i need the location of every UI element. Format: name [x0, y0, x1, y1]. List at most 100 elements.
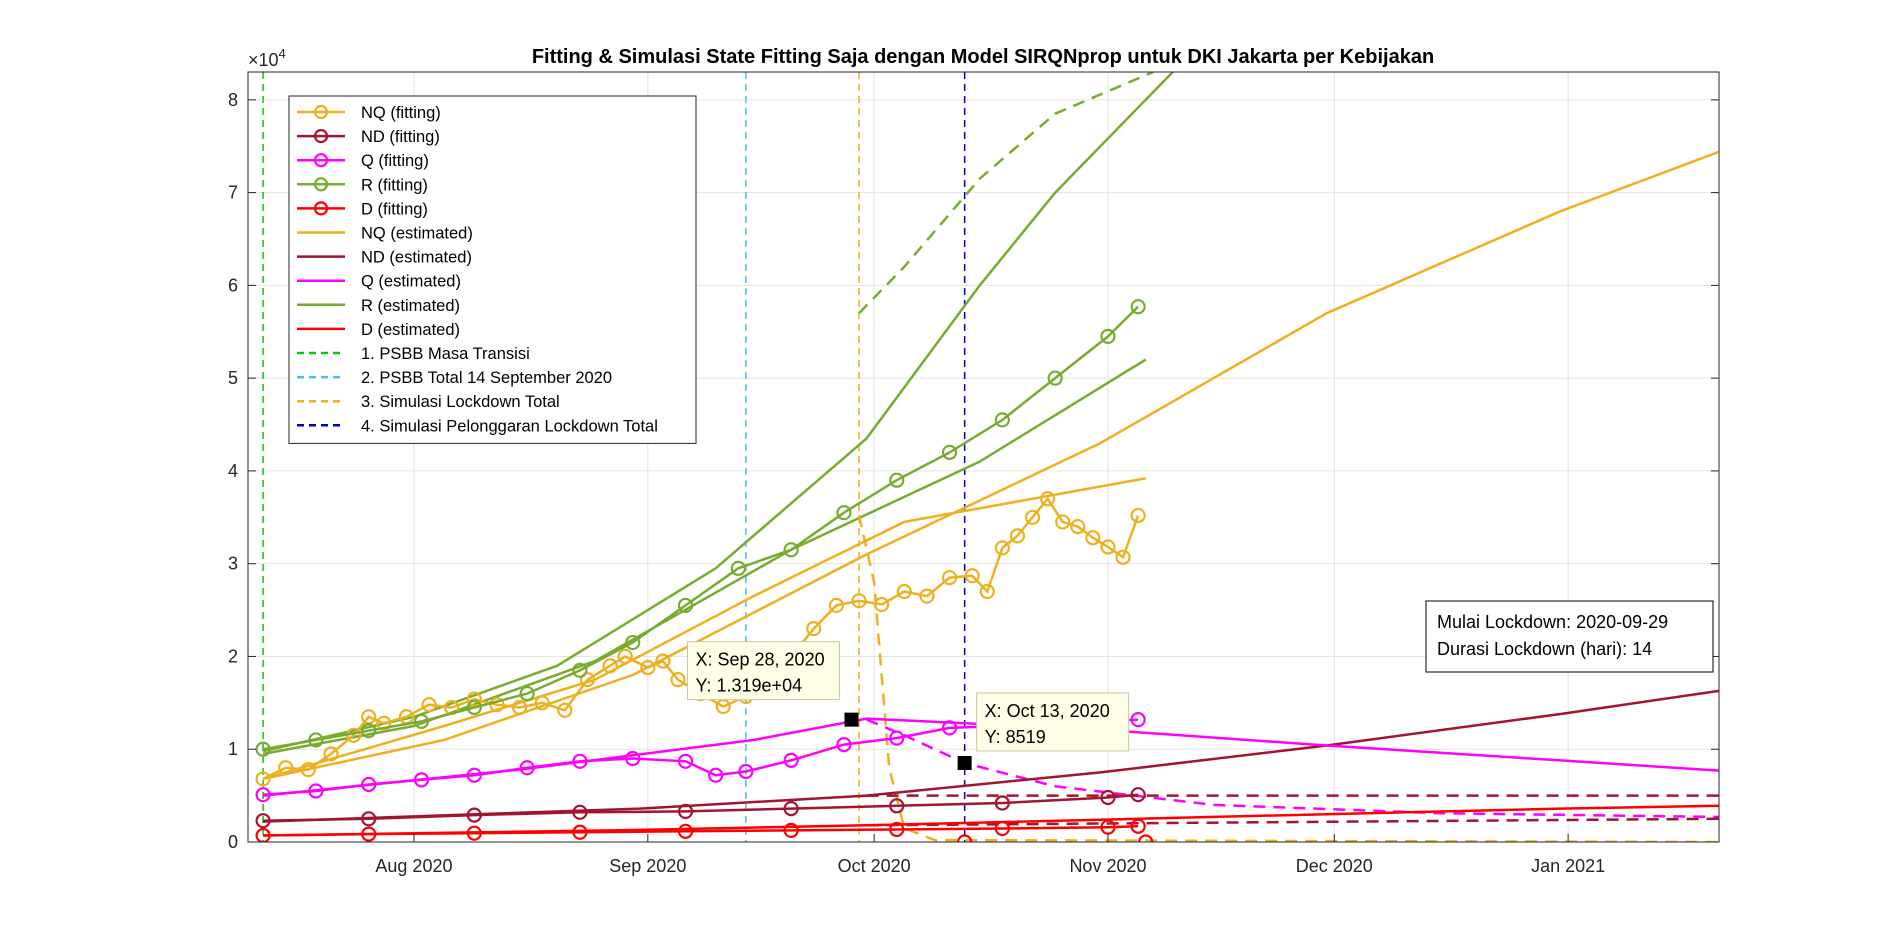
datatip-marker-2 [957, 755, 972, 770]
x-tick-label: Oct 2020 [838, 856, 911, 876]
datatip-x-1: X: Sep 28, 2020 [695, 650, 824, 670]
datatip-box-2 [976, 692, 1130, 752]
series-nq-fitting--marker [896, 583, 912, 600]
x-tick-label: Dec 2020 [1296, 856, 1373, 876]
series-r-fitting--marker [625, 634, 641, 651]
series-q-fitting--marker [466, 767, 482, 783]
x-tick-label: Nov 2020 [1069, 856, 1146, 876]
legend-label-13: 3. Simulasi Lockdown Total [361, 393, 560, 411]
datatip-x-2: X: Oct 13, 2020 [985, 701, 1110, 721]
legend-label-1: NQ (fitting) [361, 104, 441, 122]
info-box: Mulai Lockdown: 2020-09-29 Durasi Lockdo… [1425, 600, 1714, 673]
series-nq-fitting--marker [1009, 528, 1026, 544]
series-r-fitting--marker [1100, 328, 1116, 344]
extra-line-4 [858, 72, 1154, 315]
series-nq-fitting--marker [655, 653, 671, 669]
series-d-fitting--marker [783, 822, 799, 839]
series-r-fitting--marker [466, 699, 482, 716]
series-r-fitting--marker [1130, 299, 1146, 315]
series-q-fitting--marker [625, 750, 641, 767]
legend-label-7: ND (estimated) [361, 249, 472, 267]
series-nd-fitting--line [263, 793, 1139, 822]
series-d-fitting--marker [1130, 818, 1146, 834]
series-nq-fitting--marker [979, 583, 995, 600]
series-nd-fitting--marker [1100, 789, 1116, 806]
series-d-fitting--marker [677, 823, 694, 839]
legend-marker-3 [313, 153, 329, 168]
series-nd-fitting--marker [783, 801, 799, 817]
series-nq-fitting--marker [1040, 491, 1056, 507]
legend-label-5: D (fitting) [361, 200, 428, 218]
series-nq-fitting--marker [1130, 507, 1146, 524]
series-d-fitting--marker [957, 834, 973, 842]
series-r-fitting--marker [308, 732, 324, 748]
series-nq-fitting--marker [670, 672, 686, 688]
series-d-fitting--marker [994, 820, 1010, 837]
series-nq-fitting--marker [466, 691, 482, 707]
series-nq-fitting--marker [874, 596, 890, 613]
series-nq-fitting--marker [300, 762, 316, 778]
series-nq-fitting--marker [994, 540, 1010, 556]
series-nq-fitting--marker [806, 621, 822, 637]
series-d-fitting--line [263, 824, 1139, 837]
legend-label-6: NQ (estimated) [361, 225, 473, 243]
series-nq-fitting--marker [828, 597, 845, 614]
extra-line-1 [262, 477, 1146, 781]
series-q-fitting--marker [519, 760, 535, 776]
series-r-fitting--marker [783, 542, 799, 558]
series-nq-fitting--marker [557, 702, 573, 718]
legend-marker-4 [313, 177, 329, 192]
datatip-y-1: Y: 1.319e+04 [695, 676, 802, 696]
x-tick-label: Sep 2020 [609, 856, 686, 876]
datatip-y-2: Y: 8519 [985, 727, 1046, 747]
series-nq-estimated- [262, 150, 1719, 781]
series-nq-fitting--marker [421, 697, 437, 713]
legend-marker-1 [313, 104, 329, 120]
x-tick-label: Aug 2020 [375, 856, 452, 876]
series-nq-fitting--marker [640, 659, 656, 676]
series-r-fitting--marker [941, 444, 958, 460]
extra-line-5 [866, 718, 1719, 819]
info-box-line2: Durasi Lockdown (hari): 14 [1437, 639, 1652, 659]
series-q-fitting--marker [1130, 712, 1146, 728]
legend-label-10: D (estimated) [361, 321, 460, 339]
legend-marker-2 [313, 129, 329, 144]
legend-label-2: ND (fitting) [361, 128, 440, 146]
series-nq-fitting--marker [964, 568, 980, 584]
series-d-fitting--marker [889, 821, 905, 838]
series-nq-fitting--marker [255, 771, 271, 787]
series-nd-fitting--marker [1130, 787, 1146, 803]
series-r-fitting--marker [994, 412, 1010, 428]
series-nq-fitting--marker [534, 695, 550, 711]
series-d-fitting--marker [1100, 819, 1116, 835]
datatips: X: Sep 28, 2020 Y: 1.319e+04 X: Oct 13, 20… [686, 641, 1130, 770]
series-r-estimated- [262, 72, 1175, 753]
series-nd-fitting--marker [255, 813, 271, 829]
plot-layer [255, 72, 1719, 842]
axes: Aug 2020 Sep 2020 Oct 2020 Nov 2020 Dec 2020… [228, 90, 1719, 876]
series-d-fitting--marker [572, 824, 588, 840]
legend-label-12: 2. PSBB Total 14 September 2020 [361, 369, 612, 387]
series-r-fitting--marker [889, 472, 905, 488]
series-nd-fitting--marker [361, 811, 377, 827]
series-q-fitting--marker [889, 730, 905, 746]
series-q-fitting--marker [783, 752, 799, 768]
legend-label-9: R (estimated) [361, 297, 460, 315]
series-nq-fitting--marker [278, 760, 294, 776]
series-q-fitting--marker [572, 753, 588, 769]
y-tick-label: 7 [228, 183, 238, 203]
legend-label-3: Q (fitting) [361, 152, 429, 170]
legend-frame [288, 95, 697, 444]
extra-line-3 [857, 515, 1719, 842]
series-nd-fitting--marker [994, 795, 1010, 811]
y-tick-label: 5 [228, 368, 238, 388]
series-nd-fitting--marker [677, 803, 694, 819]
series-nd-estimated- [263, 689, 1719, 823]
y-tick-label: 3 [228, 554, 238, 574]
series-nq-fitting--marker [919, 588, 935, 604]
datatip-marker-1 [844, 712, 859, 727]
y-tick-label: 6 [228, 275, 238, 295]
series-nq-fitting--marker [1115, 549, 1131, 565]
legend: NQ (fitting) ND (fitting) Q (fitting) R (fi… [288, 95, 697, 444]
series-r-fitting--marker [413, 713, 430, 729]
